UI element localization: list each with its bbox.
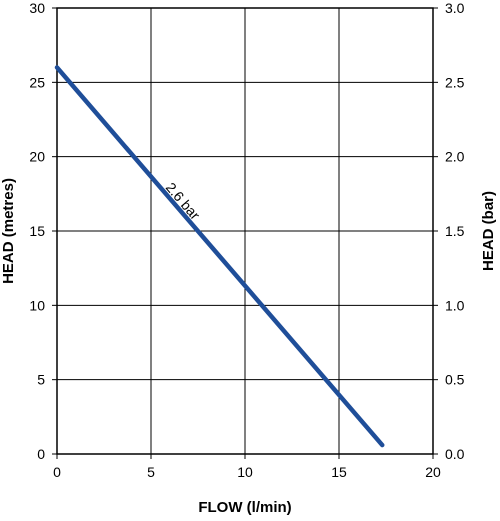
y-tick-label: 25	[29, 74, 45, 90]
x-tick-label: 0	[53, 464, 61, 480]
series-line	[54, 65, 385, 448]
x-tick-label: 5	[147, 464, 155, 480]
y2-tick-label: 0.0	[445, 446, 465, 462]
y-tick-label: 15	[29, 223, 45, 239]
y-tick-label: 0	[37, 446, 45, 462]
y2-tick-label: 1.0	[445, 297, 465, 313]
y-tick-label: 10	[29, 297, 45, 313]
y2-tick-label: 3.0	[445, 0, 465, 16]
y-tick-label: 20	[29, 149, 45, 165]
y2-tick-label: 2.5	[445, 74, 465, 90]
x-axis-ticks: 0 5 10 15 20	[53, 454, 441, 480]
y-axis-ticks: 0 5 10 15 20 25 30	[29, 0, 57, 462]
y-tick-label: 5	[37, 372, 45, 388]
y-tick-label: 30	[29, 0, 45, 16]
series-group	[54, 65, 385, 448]
x-tick-label: 20	[425, 464, 441, 480]
y-axis-title: HEAD (metres)	[0, 178, 17, 284]
y2-tick-label: 1.5	[445, 223, 465, 239]
y2-axis-title: HEAD (bar)	[480, 191, 497, 271]
y2-axis-ticks: 0.0 0.5 1.0 1.5 2.0 2.5 3.0	[433, 0, 465, 462]
x-axis-title: FLOW (l/min)	[198, 499, 291, 516]
y2-tick-label: 0.5	[445, 372, 465, 388]
x-tick-label: 15	[331, 464, 347, 480]
grid	[56, 7, 434, 455]
y2-tick-label: 2.0	[445, 149, 465, 165]
x-tick-label: 10	[237, 464, 253, 480]
